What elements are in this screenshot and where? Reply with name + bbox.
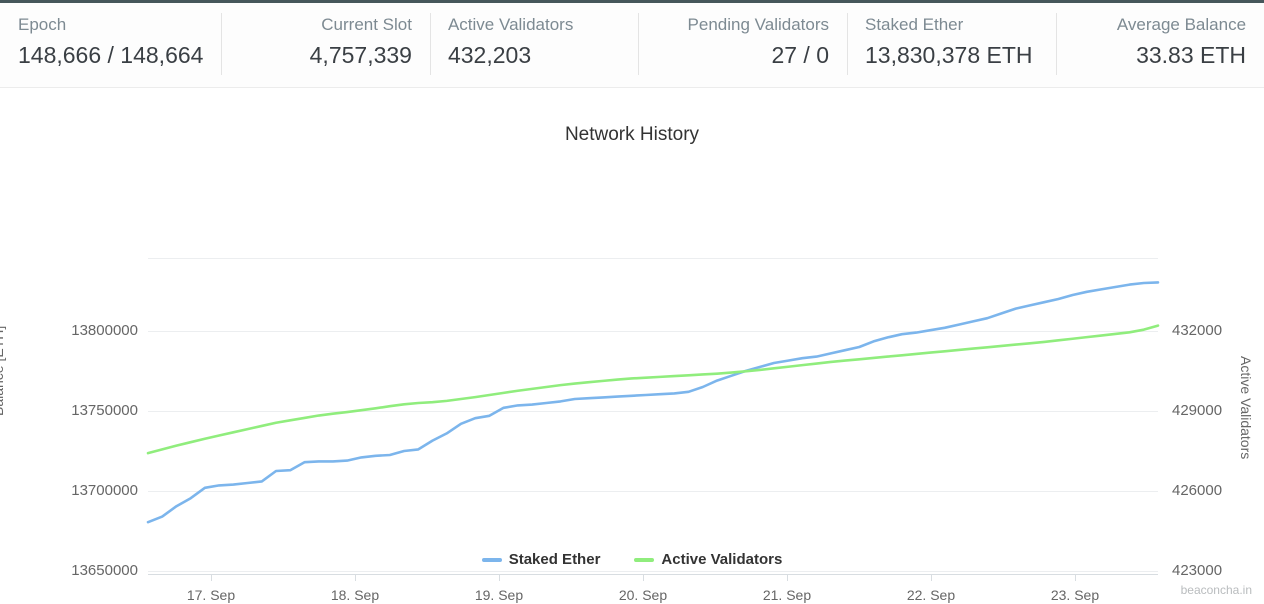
x-axis-tick-label: 17. SepEpoch 147187 xyxy=(131,586,291,604)
x-axis-tick-label: 21. SepEpoch 148087 xyxy=(707,586,867,604)
x-tick-date: 22. Sep xyxy=(906,587,956,603)
y-axis-right-tick-label: 423000 xyxy=(1172,562,1223,579)
x-axis-line xyxy=(148,574,1158,575)
x-axis-tick-label: 23. SepEpoch 148537 xyxy=(995,586,1155,604)
gridline xyxy=(148,258,1158,259)
x-axis-tick-label: 22. SepEpoch 148312 xyxy=(851,586,1011,604)
stat-value: 432,203 xyxy=(447,42,532,68)
legend-item-active-validators[interactable]: Active Validators xyxy=(634,551,782,568)
y-axis-left-title: Balance [ETH] xyxy=(0,325,6,416)
stat-label: Pending Validators xyxy=(687,15,829,34)
chart-legend: Staked Ether Active Validators xyxy=(0,551,1264,568)
stat-label: Epoch xyxy=(18,15,67,34)
stat-staked-ether: Staked Ether 13,830,378 ETH xyxy=(847,3,1056,87)
network-history-chart-panel: Network History Balance [ETH] Active Val… xyxy=(0,88,1264,604)
x-axis-tick-mark xyxy=(643,574,644,581)
x-axis-tick-mark xyxy=(211,574,212,581)
stat-value: 27 / 0 xyxy=(771,42,829,68)
x-axis-tick-label: 20. SepEpoch 147862 xyxy=(563,586,723,604)
gridline xyxy=(148,491,1158,492)
series-line-staked-ether xyxy=(146,281,1160,524)
stat-value: 148,666 / 148,664 xyxy=(18,42,204,68)
y-axis-left-tick-label: 13800000 xyxy=(71,322,138,339)
watermark: beaconcha.in xyxy=(1180,583,1252,597)
stat-value: 13,830,378 ETH xyxy=(865,42,1033,68)
x-tick-date: 20. Sep xyxy=(618,587,668,603)
gridline xyxy=(148,331,1158,332)
legend-label: Active Validators xyxy=(661,551,783,568)
chart-plot-area xyxy=(146,258,1160,574)
y-axis-right-tick-label: 432000 xyxy=(1172,322,1223,339)
x-axis-tick-mark xyxy=(355,574,356,581)
stat-value: 33.83 ETH xyxy=(1136,42,1247,68)
x-axis-tick-label: 19. SepEpoch 147637 xyxy=(419,586,579,604)
chart-series-lines xyxy=(146,281,1160,524)
x-axis-tick-label: 18. SepEpoch 147412 xyxy=(275,586,435,604)
x-tick-date: 19. Sep xyxy=(474,587,524,603)
chart-title: Network History xyxy=(564,124,700,145)
legend-swatch xyxy=(634,557,655,562)
y-axis-right-tick-label: 429000 xyxy=(1172,402,1223,419)
legend-swatch xyxy=(481,557,502,562)
stat-value: 4,757,339 xyxy=(309,42,412,68)
stat-pending-validators: Pending Validators 27 / 0 xyxy=(638,3,847,87)
x-tick-date: 23. Sep xyxy=(1050,587,1100,603)
stat-label: Active Validators xyxy=(447,15,574,34)
gridline xyxy=(148,411,1158,412)
series-line-active-validators xyxy=(146,324,1160,455)
y-axis-left-tick-label: 13700000 xyxy=(71,482,138,499)
y-axis-left-tick-label: 13650000 xyxy=(71,562,138,579)
x-axis-tick-mark xyxy=(931,574,932,581)
stat-label: Current Slot xyxy=(321,15,412,34)
x-tick-date: 18. Sep xyxy=(330,587,380,603)
network-stats-bar: Epoch 148,666 / 148,664 Current Slot 4,757,… xyxy=(0,0,1264,88)
stat-average-balance: Average Balance 33.83 ETH xyxy=(1055,3,1264,87)
x-axis-tick-mark xyxy=(499,574,500,581)
legend-item-staked-ether[interactable]: Staked Ether xyxy=(481,551,601,568)
stat-active-validators: Active Validators 432,203 xyxy=(429,3,639,87)
x-axis-tick-mark xyxy=(1075,574,1076,581)
stat-label: Staked Ether xyxy=(865,15,964,34)
legend-label: Staked Ether xyxy=(508,551,601,568)
stat-current-slot: Current Slot 4,757,339 xyxy=(221,3,430,87)
stat-epoch: Epoch 148,666 / 148,664 xyxy=(0,3,221,87)
x-tick-date: 17. Sep xyxy=(186,587,236,603)
x-tick-date: 21. Sep xyxy=(762,587,812,603)
y-axis-right-title: Active Validators xyxy=(1238,356,1254,460)
x-axis-tick-mark xyxy=(787,574,788,581)
gridline xyxy=(148,571,1158,572)
stat-label: Average Balance xyxy=(1116,15,1247,34)
y-axis-left-tick-label: 13750000 xyxy=(71,402,138,419)
y-axis-right-tick-label: 426000 xyxy=(1172,482,1223,499)
